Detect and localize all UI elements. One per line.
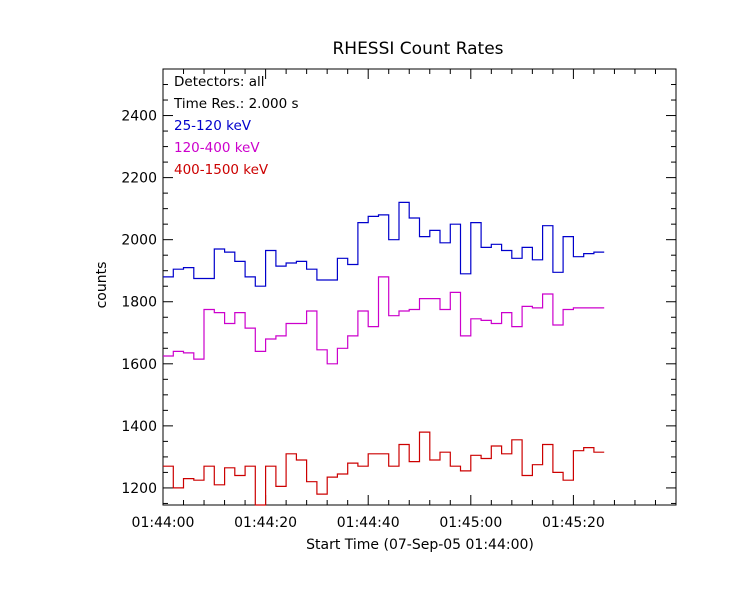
series-layer — [163, 201, 605, 506]
x-axis-label: Start Time (07-Sep-05 01:44:00) — [306, 537, 534, 553]
series-line-1 — [163, 276, 605, 365]
series-line-0 — [163, 201, 605, 287]
y-tick-label: 1600 — [121, 357, 157, 373]
plot-frame — [162, 68, 677, 506]
x-tick-label: 01:44:40 — [337, 515, 400, 531]
y-tick-label: 1400 — [121, 419, 157, 435]
chart-title: RHESSI Count Rates — [332, 39, 503, 59]
annotation-time-res: Time Res.: 2.000 s — [173, 96, 299, 112]
y-tick-label: 2000 — [121, 233, 157, 249]
y-tick-label: 1800 — [121, 295, 157, 311]
series-line-2 — [163, 431, 605, 506]
axis-ticks: 01:44:00 01:44:20 01:44:40 01:45:00 01:45:20… — [121, 68, 677, 531]
annotation-detectors: Detectors: all — [174, 74, 264, 90]
x-tick-label: 01:45:20 — [542, 515, 605, 531]
y-tick-label: 2400 — [121, 109, 157, 125]
y-tick-label: 1200 — [121, 481, 157, 497]
legend-entry-120-400: 120-400 keV — [174, 140, 260, 156]
x-tick-label: 01:44:20 — [234, 515, 297, 531]
legend-entry-400-1500: 400-1500 keV — [174, 162, 269, 178]
y-tick-label: 2200 — [121, 171, 157, 187]
x-tick-label: 01:45:00 — [439, 515, 502, 531]
x-tick-label: 01:44:00 — [132, 515, 195, 531]
legend-entry-25-120: 25-120 keV — [174, 118, 252, 134]
y-axis-label: counts — [94, 262, 110, 309]
